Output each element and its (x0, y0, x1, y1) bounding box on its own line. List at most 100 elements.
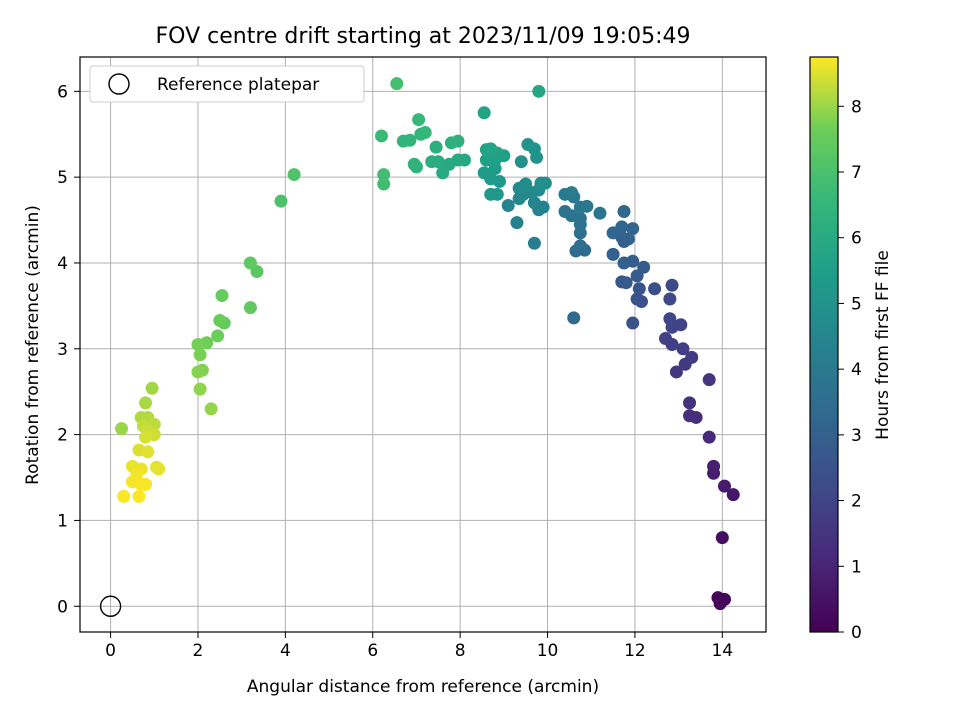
y-tick-label: 5 (57, 168, 68, 188)
data-point (243, 301, 257, 315)
data-point (665, 278, 679, 292)
data-point (477, 166, 491, 180)
data-point (479, 153, 493, 167)
data-point (617, 204, 631, 218)
data-point (117, 489, 131, 503)
data-point (514, 155, 528, 169)
x-tick-label: 14 (711, 641, 733, 661)
data-point (377, 168, 391, 182)
x-tick-label: 0 (105, 641, 116, 661)
data-point (287, 168, 301, 182)
data-point (204, 402, 218, 416)
x-axis-ticks: 0 2 4 6 8 10 12 14 (105, 632, 733, 661)
data-point (139, 477, 153, 491)
colorbar: 0 1 2 3 4 5 6 7 8 Hours from first FF file (809, 56, 893, 643)
data-point (606, 247, 620, 261)
data-point (637, 260, 651, 274)
data-point (715, 531, 729, 545)
data-point (193, 348, 207, 362)
data-point (193, 382, 207, 396)
y-tick-label: 1 (57, 511, 68, 531)
data-point (377, 177, 391, 191)
data-point (403, 133, 417, 147)
x-tick-label: 8 (455, 641, 466, 661)
data-point (418, 126, 432, 140)
data-point (484, 142, 498, 156)
data-point (436, 166, 450, 180)
reference-point (99, 595, 122, 617)
data-point (669, 365, 683, 379)
data-point (213, 313, 227, 327)
y-tick-label: 6 (57, 82, 68, 102)
data-point (707, 459, 721, 473)
data-point (621, 232, 635, 246)
legend-marker-reference (108, 73, 130, 95)
data-point (626, 316, 640, 330)
data-point (527, 196, 541, 210)
data-point (702, 373, 716, 387)
plot-frame (79, 56, 767, 633)
data-point (532, 84, 546, 98)
data-point (685, 350, 699, 364)
data-point (139, 396, 153, 410)
data-point (390, 77, 404, 91)
colorbar-tick-label: 4 (851, 360, 862, 380)
colorbar-tick-label: 3 (851, 426, 862, 446)
data-point (211, 329, 225, 343)
data-point (215, 289, 229, 303)
y-tick-label: 4 (57, 254, 68, 274)
colorbar-label: Hours from first FF file (873, 250, 893, 440)
y-axis-label: Rotation from reference (arcmin) (23, 205, 43, 485)
reference-marker (99, 595, 122, 617)
legend-box (89, 65, 365, 103)
data-point (573, 239, 587, 253)
data-point (191, 365, 205, 379)
data-point (593, 206, 607, 220)
colorbar-ticks: 0 1 2 3 4 5 6 7 8 (838, 97, 862, 643)
legend-label-reference: Reference platepar (157, 75, 319, 95)
data-point (558, 204, 572, 218)
chart-title: FOV centre drift starting at 2023/11/09 … (156, 24, 691, 49)
data-point (702, 430, 716, 444)
data-point (683, 396, 697, 410)
x-tick-label: 12 (624, 641, 646, 661)
x-axis-label: Angular distance from reference (arcmin) (247, 677, 599, 697)
colorbar-tick-label: 8 (851, 97, 862, 117)
colorbar-tick-label: 0 (851, 623, 862, 643)
data-point (538, 176, 552, 190)
data-point (149, 460, 163, 474)
data-point (501, 198, 515, 212)
data-point (425, 155, 439, 169)
data-point (617, 256, 631, 270)
data-point (477, 106, 491, 120)
data-point (717, 479, 731, 493)
data-point (663, 312, 677, 326)
y-tick-label: 0 (57, 597, 68, 617)
y-tick-label: 2 (57, 426, 68, 446)
data-point (139, 430, 153, 444)
data-point (145, 381, 159, 395)
data-point (726, 488, 740, 502)
data-point (141, 445, 155, 459)
data-point (451, 134, 465, 148)
data-point (619, 276, 633, 290)
data-point (626, 222, 640, 236)
colorbar-tick-label: 2 (851, 492, 862, 512)
x-tick-label: 4 (280, 641, 291, 661)
colorbar-tick-label: 7 (851, 163, 862, 183)
data-point (115, 422, 129, 436)
colorbar-tick-label: 5 (851, 294, 862, 314)
data-point (521, 138, 535, 152)
data-point (527, 236, 541, 250)
data-point (191, 338, 205, 351)
data-point (519, 177, 533, 191)
data-point (132, 489, 146, 503)
y-axis-ticks: 0 1 2 3 4 5 6 (57, 82, 80, 617)
data-point (648, 282, 662, 296)
legend: Reference platepar (89, 65, 365, 103)
x-tick-label: 6 (367, 641, 378, 661)
data-point (659, 331, 673, 345)
colorbar-gradient (809, 56, 839, 633)
data-points (115, 77, 740, 611)
